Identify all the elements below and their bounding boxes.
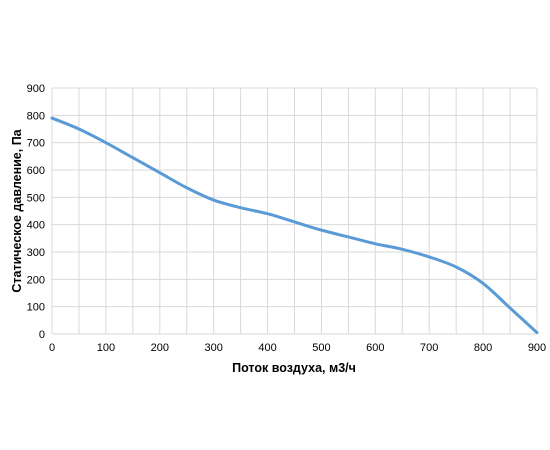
x-tick-label-400: 400 — [258, 342, 276, 354]
x-tick-label-200: 200 — [151, 342, 169, 354]
x-tick-label-300: 300 — [204, 342, 222, 354]
x-tick-label-0: 0 — [49, 342, 55, 354]
y-tick-label-700: 700 — [27, 138, 45, 150]
y-tick-label-100: 100 — [27, 302, 45, 314]
x-tick-label-800: 800 — [474, 342, 492, 354]
y-axis-ticks: 0 100 200 300 400 500 600 700 800 900 — [27, 83, 45, 341]
y-tick-label-300: 300 — [27, 247, 45, 259]
chart-series — [50, 116, 539, 335]
y-tick-label-900: 900 — [27, 83, 45, 95]
x-axis-title: Поток воздуха, м3/ч — [232, 361, 356, 375]
y-tick-label-400: 400 — [27, 220, 45, 232]
x-tick-label-900: 900 — [528, 342, 546, 354]
x-tick-label-700: 700 — [420, 342, 438, 354]
y-tick-label-0: 0 — [39, 329, 45, 341]
x-axis-ticks: 0 100 200 300 400 500 600 700 800 900 — [49, 342, 546, 354]
y-tick-label-600: 600 — [27, 165, 45, 177]
x-tick-label-600: 600 — [366, 342, 384, 354]
chart-grid — [51, 87, 538, 335]
y-tick-label-500: 500 — [27, 192, 45, 204]
x-tick-label-500: 500 — [312, 342, 330, 354]
y-tick-label-200: 200 — [27, 274, 45, 286]
x-tick-label-100: 100 — [97, 342, 115, 354]
series-line-0 — [50, 116, 539, 335]
y-axis-title: Статическое давление, Па — [10, 128, 24, 292]
y-tick-label-800: 800 — [27, 110, 45, 122]
